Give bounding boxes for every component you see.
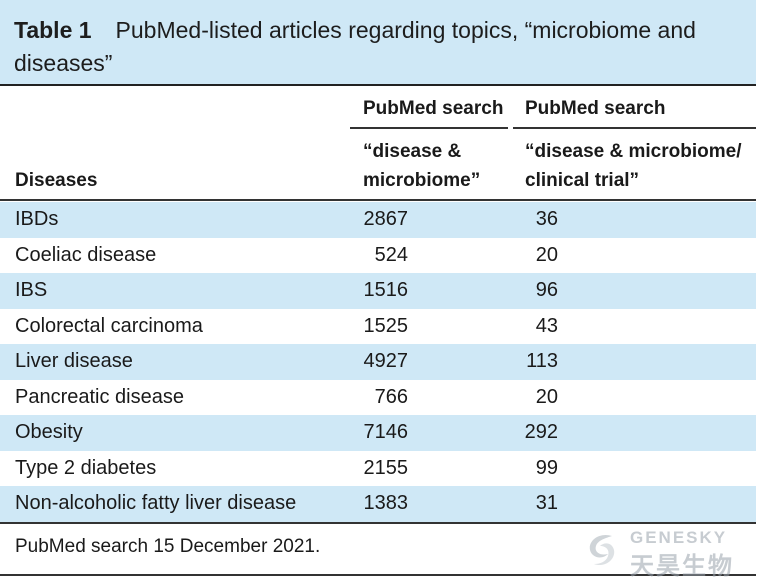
table-row: Coeliac disease 524 20 [0,238,756,274]
header-col3-top: PubMed search [525,98,666,119]
header-col2-bottom: “disease & microbiome” [363,137,480,195]
table-row: Liver disease 4927 113 [0,344,756,380]
cell-microbiome-count: 1525 [363,314,409,337]
table-row: Non-alcoholic fatty liver disease 1383 31 [0,486,756,522]
header-col3-line2: clinical trial” [525,170,640,191]
header-col2-rule [350,127,508,129]
cell-disease: IBDs [15,208,59,230]
cell-clinical-trial-count: 36 [535,208,558,230]
cell-clinical-trial-count: 20 [535,243,558,266]
table-bottom-rule [0,522,756,524]
cell-clinical-trial-count: 43 [535,314,558,337]
watermark-en: GENESKY [630,528,728,547]
cell-disease: Obesity [15,421,83,443]
table-row: Type 2 diabetes 2155 99 [0,451,756,487]
cell-clinical-trial-count: 99 [535,456,558,479]
cell-disease: Colorectal carcinoma [15,314,203,337]
genesky-logo-icon [589,534,615,566]
table-body: IBDs 2867 36 Coeliac disease 524 20 IBS 1516 96 C… [0,202,756,522]
watermark-cn: 天昊生物 [630,553,734,580]
cell-clinical-trial-count: 96 [535,279,558,301]
table-row: IBS 1516 96 [0,273,756,309]
cell-microbiome-count: 766 [374,385,408,408]
table-row: Obesity 7146 292 [0,415,756,451]
cell-clinical-trial-count: 20 [535,385,558,408]
table-title: PubMed-listed articles regarding topics,… [14,17,696,76]
table-footnote: PubMed search 15 December 2021. [15,536,321,557]
table-end-rule [0,574,756,576]
cell-microbiome-count: 7146 [363,421,409,443]
cell-microbiome-count: 2155 [363,456,409,479]
cell-clinical-trial-count: 31 [535,492,558,514]
table-row: Colorectal carcinoma 1525 43 [0,309,756,345]
header-col2-line2: microbiome” [363,170,481,191]
cell-microbiome-count: 4927 [363,350,409,372]
table-caption: Table 1 PubMed-listed articles regarding … [0,0,756,86]
cell-disease: Pancreatic disease [15,385,184,408]
cell-disease: Non-alcoholic fatty liver disease [15,492,297,514]
cell-disease: IBS [15,279,48,301]
cell-microbiome-count: 2867 [363,208,409,230]
cell-microbiome-count: 1383 [363,492,409,514]
header-col3-bottom: “disease & microbiome/ clinical trial” [525,137,741,195]
header-col1: Diseases [15,170,98,191]
table-label: Table 1 [14,17,92,43]
header-col2-top: PubMed search [363,98,504,119]
cell-disease: Coeliac disease [15,243,157,266]
header-col3-rule [513,127,756,129]
header-col3-line1: “disease & microbiome/ [525,141,742,162]
cell-clinical-trial-count: 113 [526,350,558,372]
table-row: Pancreatic disease 766 20 [0,380,756,416]
header-bottom-rule [0,199,756,201]
cell-disease: Liver disease [15,350,133,372]
cell-disease: Type 2 diabetes [15,456,157,479]
header-col2-line1: “disease & [363,141,462,162]
cell-clinical-trial-count: 292 [524,421,558,443]
table-row: IBDs 2867 36 [0,202,756,238]
genesky-watermark: GENESKY 天昊生物 [580,528,750,580]
cell-microbiome-count: 1516 [363,279,409,301]
cell-microbiome-count: 524 [374,243,408,266]
